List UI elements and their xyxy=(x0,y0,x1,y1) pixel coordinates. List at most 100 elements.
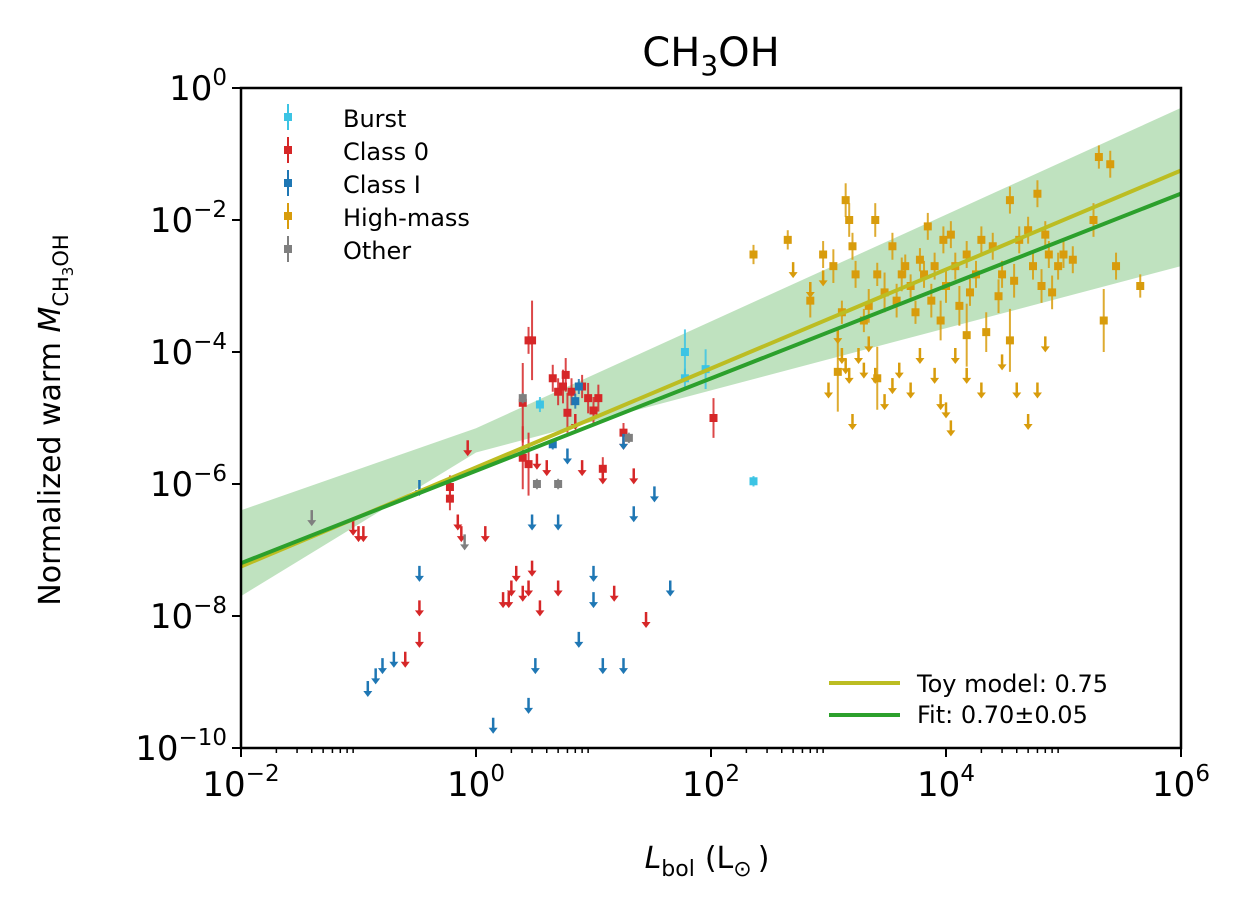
upper-limit-arrow xyxy=(859,372,869,379)
data-point xyxy=(915,255,924,264)
upper-limit-arrow xyxy=(518,595,528,602)
upper-limit-arrow xyxy=(649,496,659,503)
line-fit-0-70-0-05 xyxy=(240,191,1182,566)
series-high-mass xyxy=(749,145,1145,437)
y-tick-base: 10 xyxy=(150,465,193,505)
fit-legend: Toy model: 0.75 Fit: 0.70±0.05 xyxy=(829,670,1108,729)
data-point xyxy=(574,382,583,391)
data-point xyxy=(532,480,541,488)
y-tick-exponent: −6 xyxy=(193,461,227,487)
data-point xyxy=(806,296,815,305)
legend-marker-highmass xyxy=(284,212,292,220)
upper-limit-arrow xyxy=(641,622,651,628)
upper-limit-arrow xyxy=(841,368,851,375)
x-tick-base: 10 xyxy=(202,765,245,805)
data-point xyxy=(518,394,527,403)
legend-label-highmass: High-mass xyxy=(343,204,470,232)
upper-limit-arrow xyxy=(598,478,608,485)
upper-limit-arrow xyxy=(498,602,508,609)
data-point xyxy=(939,235,948,244)
upper-limit-arrow xyxy=(488,727,498,734)
legend-label-class0: Class 0 xyxy=(343,138,429,166)
class-legend: Burst Class 0 Class I High-mass Other xyxy=(284,104,470,265)
data-point xyxy=(1094,153,1103,162)
upper-limit-arrow xyxy=(598,668,608,675)
data-point xyxy=(851,270,860,279)
upper-limit-arrow xyxy=(307,520,317,527)
data-point xyxy=(571,397,580,406)
x-axis-label: Lbol (L⊙) xyxy=(645,841,770,882)
data-point xyxy=(829,262,838,271)
data-point xyxy=(1068,255,1077,264)
legend-entry-burst: Burst xyxy=(284,104,406,133)
legend-entry-class0: Class 0 xyxy=(284,137,429,166)
upper-limit-arrow xyxy=(887,388,897,395)
data-points-layer xyxy=(307,145,1145,734)
data-point xyxy=(848,242,857,251)
title-base: CH xyxy=(642,30,700,76)
y-axis-sub1: CH xyxy=(49,276,73,306)
upper-limit-arrow xyxy=(562,458,572,465)
data-point xyxy=(1033,189,1042,198)
x-tick-exponent: 6 xyxy=(1195,761,1210,787)
fit-uncertainty-band-layer xyxy=(241,107,1181,597)
upper-limit-arrow xyxy=(824,392,833,399)
x-tick-label: 10−2 xyxy=(202,761,279,805)
y-tick-base: 10 xyxy=(135,729,178,769)
data-point xyxy=(965,288,974,297)
upper-limit-arrow xyxy=(363,691,373,698)
upper-limit-arrow xyxy=(629,478,639,485)
legend-entry-class1: Class I xyxy=(284,170,421,199)
data-point xyxy=(1044,250,1053,259)
data-point xyxy=(528,336,537,345)
upper-limit-arrow xyxy=(950,358,960,364)
data-point xyxy=(554,480,563,488)
upper-limit-arrow xyxy=(847,424,857,430)
upper-limit-arrow xyxy=(805,292,815,298)
y-tick-exponent: −10 xyxy=(178,725,227,751)
upper-limit-arrow xyxy=(400,661,410,668)
upper-limit-arrow xyxy=(377,668,387,675)
data-point xyxy=(892,296,901,305)
data-point xyxy=(548,440,557,449)
y-tick-exponent: −4 xyxy=(193,329,227,355)
upper-limit-arrow xyxy=(589,575,598,582)
data-point xyxy=(977,235,986,244)
data-point xyxy=(783,235,792,244)
legend-label-toy-model: Toy model: 0.75 xyxy=(916,670,1108,698)
upper-limit-arrow xyxy=(818,280,828,287)
data-point xyxy=(619,428,628,437)
upper-limit-arrow xyxy=(629,516,639,523)
data-point xyxy=(1099,316,1108,325)
y-tick-base: 10 xyxy=(150,201,193,241)
fit-uncertainty-band xyxy=(241,107,1181,597)
upper-limit-arrow xyxy=(906,392,916,399)
upper-limit-arrow xyxy=(941,412,951,419)
upper-limit-arrow xyxy=(946,430,956,437)
x-tick-exponent: 0 xyxy=(490,761,505,787)
data-point xyxy=(524,460,533,469)
x-tick-exponent: 4 xyxy=(960,761,975,787)
x-tick-base: 10 xyxy=(917,765,960,805)
data-point xyxy=(445,494,454,503)
upper-limit-arrow xyxy=(389,661,399,668)
data-point xyxy=(749,477,758,486)
data-point xyxy=(567,387,576,396)
data-point xyxy=(845,216,854,224)
y-tick-label: 10−8 xyxy=(150,593,227,637)
data-point xyxy=(864,301,873,310)
x-tick-exponent: −2 xyxy=(246,761,280,787)
x-axis-unit-close: ) xyxy=(758,841,770,876)
data-point xyxy=(1136,282,1145,290)
upper-limit-arrow xyxy=(880,404,890,411)
upper-limit-arrow xyxy=(530,668,540,675)
data-point xyxy=(880,288,889,297)
data-point xyxy=(927,296,936,305)
upper-limit-arrow xyxy=(1040,346,1050,353)
x-tick-base: 10 xyxy=(682,765,725,805)
y-tick-base: 10 xyxy=(150,597,193,637)
data-point xyxy=(936,316,945,325)
y-axis-text: Normalized warm xyxy=(33,333,68,606)
upper-limit-arrow xyxy=(371,678,381,685)
upper-limit-arrow xyxy=(504,602,514,609)
